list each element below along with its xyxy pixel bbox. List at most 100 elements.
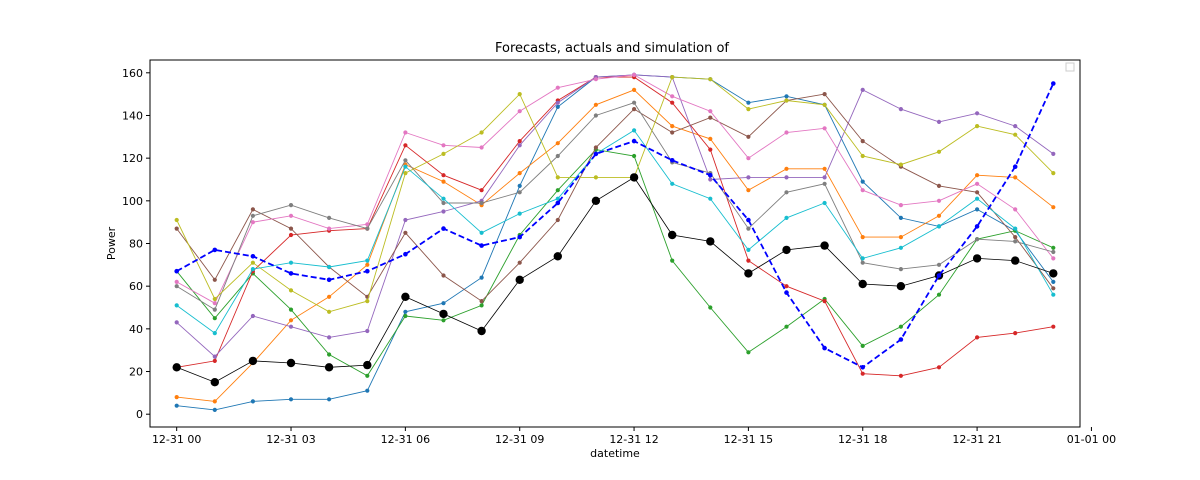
legend-box <box>1065 62 1075 72</box>
forecast-point <box>822 175 827 180</box>
y-tick-label: 0 <box>136 408 143 421</box>
actuals-point <box>1049 269 1058 278</box>
forecast-point <box>250 207 255 212</box>
forecast-point <box>517 190 522 195</box>
forecast-point <box>784 284 789 289</box>
forecast-point <box>1013 239 1018 244</box>
forecast-point <box>403 230 408 235</box>
forecast-line-7 <box>176 102 1054 311</box>
forecast-point <box>898 215 904 220</box>
forecast-point <box>555 100 560 105</box>
forecast-point <box>517 143 522 148</box>
forecast-point <box>708 196 713 201</box>
simulation-point <box>746 217 751 223</box>
forecast-point <box>403 313 408 319</box>
forecast-point <box>860 371 865 376</box>
forecast-point <box>1051 249 1056 255</box>
forecast-line-9 <box>176 129 1054 334</box>
actuals-point <box>553 252 562 261</box>
forecast-point <box>860 260 865 265</box>
forecast-point <box>898 203 904 208</box>
x-axis: 12-31 00 12-31 03 12-31 06 12-31 09 12-31 12… <box>152 427 1116 446</box>
x-tick-label: 12-31 15 <box>724 433 773 446</box>
simulation-point <box>784 290 789 295</box>
forecast-point <box>746 247 751 252</box>
forecast-point <box>174 395 179 400</box>
forecast-point <box>593 175 599 180</box>
forecast-point <box>670 100 675 105</box>
forecast-point <box>1051 292 1056 297</box>
forecast-point <box>632 100 637 105</box>
x-tick-label: 12-31 12 <box>609 433 658 446</box>
forecast-point <box>746 156 751 161</box>
simulation-point <box>403 251 408 257</box>
series-layer <box>172 72 1058 412</box>
forecast-point <box>441 196 446 201</box>
forecast-point <box>632 87 637 92</box>
forecast-point <box>822 102 827 107</box>
forecast-point <box>1051 279 1056 284</box>
x-axis-label: datetime <box>590 447 640 460</box>
y-tick-label: 140 <box>122 109 143 122</box>
simulation-point <box>517 234 522 240</box>
forecast-point <box>555 188 560 193</box>
forecast-point <box>860 188 865 193</box>
forecast-point <box>403 158 408 163</box>
forecast-point <box>975 181 980 186</box>
forecast-point <box>479 145 484 150</box>
forecast-line-1 <box>176 89 1054 402</box>
forecast-point <box>517 171 522 176</box>
forecast-point <box>365 262 370 267</box>
forecast-point <box>403 171 408 176</box>
forecast-point <box>898 373 904 378</box>
forecast-point <box>174 284 179 289</box>
forecast-point <box>288 213 294 218</box>
forecast-point <box>822 181 827 186</box>
forecast-point <box>784 175 789 180</box>
forecast-point <box>212 301 217 306</box>
forecast-point <box>479 188 484 193</box>
simulation-point <box>936 273 942 278</box>
simulation-point <box>479 243 484 248</box>
forecast-point <box>403 130 408 135</box>
forecast-point <box>555 153 560 159</box>
forecast-point <box>479 303 484 308</box>
actuals-point <box>629 173 639 182</box>
forecast-point <box>1051 171 1056 176</box>
forecast-point <box>670 181 675 186</box>
y-tick-label: 60 <box>129 280 143 293</box>
forecast-point <box>975 111 980 116</box>
forecast-point <box>479 275 484 280</box>
forecast-point <box>174 403 179 408</box>
forecast-point <box>1013 226 1018 231</box>
forecast-point <box>1013 207 1018 212</box>
forecast-point <box>174 226 179 231</box>
simulation-point <box>974 224 980 229</box>
forecast-point <box>327 397 332 402</box>
forecast-point <box>860 256 865 261</box>
y-tick-label: 160 <box>122 67 143 80</box>
forecast-point <box>250 260 255 265</box>
forecast-point <box>441 209 446 214</box>
forecast-point <box>288 397 294 402</box>
forecast-point <box>555 104 560 109</box>
forecast-point <box>936 198 942 203</box>
forecast-point <box>517 139 522 144</box>
forecast-point <box>975 207 980 212</box>
simulation-point <box>441 226 446 231</box>
forecast-point <box>365 373 370 378</box>
x-tick-label: 12-31 03 <box>266 433 315 446</box>
forecast-point <box>1013 175 1018 180</box>
forecast-point <box>708 177 713 182</box>
simulation-point <box>326 277 332 283</box>
forecast-point <box>365 258 370 263</box>
forecast-point <box>288 260 294 265</box>
forecast-point <box>212 354 217 359</box>
actuals-point <box>744 269 753 278</box>
forecast-point <box>975 173 980 178</box>
forecast-point <box>1013 132 1018 137</box>
forecast-point <box>327 335 332 340</box>
forecast-point <box>555 141 560 146</box>
forecast-point <box>327 215 332 220</box>
forecast-point <box>708 147 713 152</box>
